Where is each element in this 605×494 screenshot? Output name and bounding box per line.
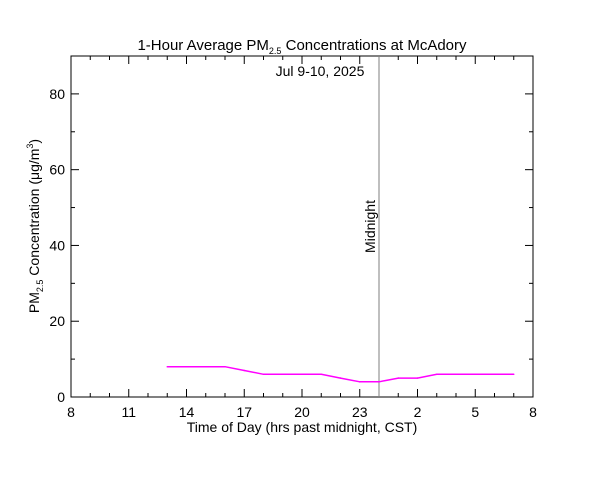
pm25-data-point [359,381,361,383]
x-tick-labels: 8 11 14 17 20 23 2 5 8 [67,404,537,420]
y-tick-labels: 0 20 40 60 80 [49,86,65,405]
x-tick-label: 8 [529,404,537,420]
pm25-data-point [455,373,457,376]
pm25-data-point [474,373,476,376]
y-tick-label: 20 [49,313,65,329]
y-axis-label: PM2.5 Concentration (μg/m3) [25,139,45,313]
series-group [166,365,515,383]
y-tick-label: 80 [49,86,65,102]
pm25-data-point [339,377,342,379]
pm25-data-point [262,373,265,376]
pm25-data-point [378,381,380,383]
pm25-data-point [282,373,284,376]
chart-title: 1-Hour Average PM2.5 Concentrations at M… [137,37,467,56]
pm25-data-point [185,365,188,368]
pm25-data-point [320,373,322,376]
x-tick-label: 20 [294,404,310,420]
pm25-series-line [167,365,514,383]
y-tick-label: 0 [57,389,65,405]
title-subscript: 2.5 [269,46,282,56]
axis-ticks [70,56,534,398]
pm25-data-point [436,373,438,376]
plot-frame [70,55,534,398]
y-tick-label: 60 [49,162,65,178]
x-tick-label: 14 [179,404,195,420]
x-tick-label: 8 [67,404,75,420]
pm25-data-point [301,373,303,376]
pm25-data-point [205,365,207,368]
x-tick-label: 11 [121,404,136,420]
pm25-data-point [493,373,496,376]
ylabel-subscript: 2.5 [35,280,45,293]
pm25-data-point [166,365,168,368]
x-tick-label: 5 [471,404,479,420]
pm25-data-point [416,377,419,379]
x-axis-label: Time of Day (hrs past midnight, CST) [187,419,418,435]
y-tick-label: 40 [49,237,65,253]
pm25-data-point [243,369,245,372]
chart-subtitle: Jul 9-10, 2025 [276,63,365,79]
ylabel-superscript: 3 [25,144,35,149]
x-tick-label: 17 [236,404,252,420]
x-tick-label: 2 [414,404,422,420]
pm25-data-point [397,377,399,379]
x-tick-label: 23 [352,404,368,420]
pm25-data-point [224,365,226,368]
pm25-data-point [513,373,515,376]
midnight-label: Midnight [362,200,378,253]
